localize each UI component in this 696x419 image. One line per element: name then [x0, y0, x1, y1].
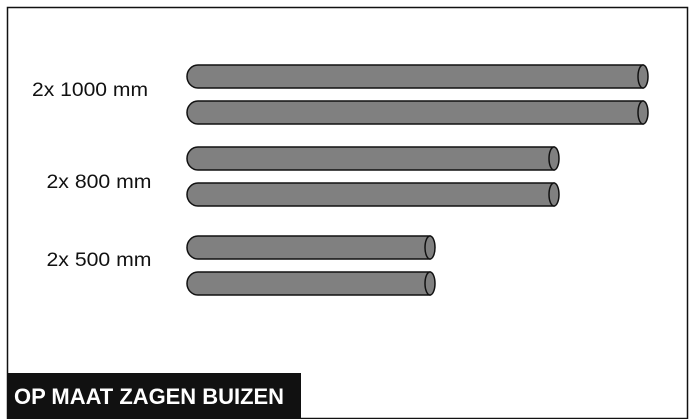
tube-end [425, 236, 435, 259]
length-label: 2x 500 mm [47, 250, 152, 271]
tube-end [425, 272, 435, 295]
tube [187, 101, 643, 124]
length-label: 2x 1000 mm [32, 80, 148, 101]
tube [187, 65, 643, 88]
footer-title: OP MAAT ZAGEN BUIZEN [14, 384, 284, 409]
tube [187, 236, 430, 259]
tube-end [638, 101, 648, 124]
diagram: 2x 1000 mm 2x 800 mm 2x 500 mm OP MAAT Z… [0, 0, 696, 419]
length-label: 2x 800 mm [47, 172, 152, 193]
tube-end [549, 147, 559, 170]
tube [187, 147, 554, 170]
tube [187, 183, 554, 206]
tube-end [638, 65, 648, 88]
page: {"labels": ["2x 1000 mm", "2x 800 mm", "… [0, 0, 696, 419]
tube-end [549, 183, 559, 206]
tube [187, 272, 430, 295]
